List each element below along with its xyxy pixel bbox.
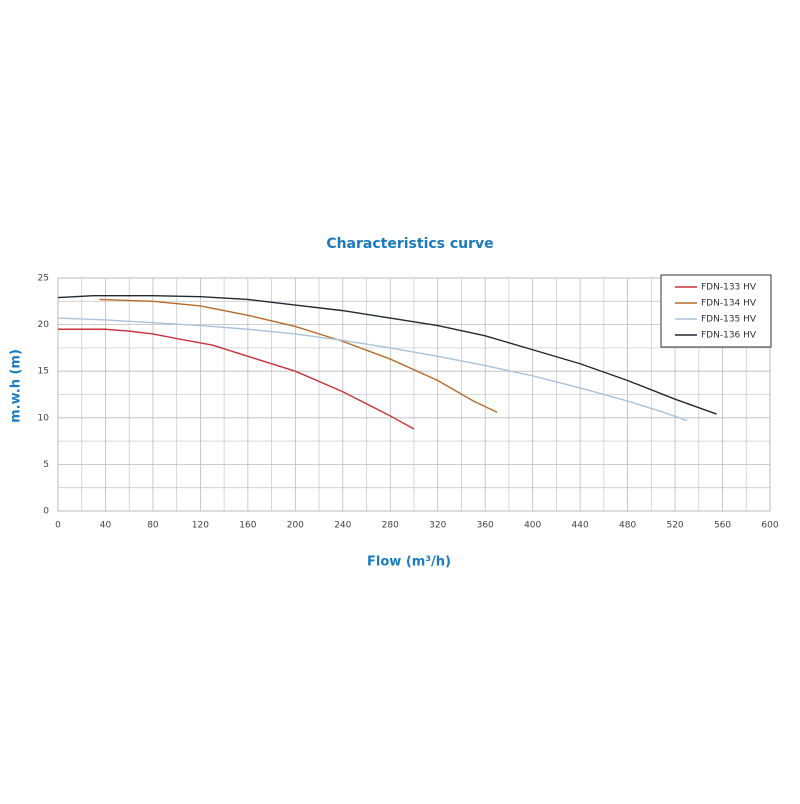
y-tick-label: 15 bbox=[38, 367, 49, 377]
series-line bbox=[57, 317, 688, 422]
x-tick-label: 0 bbox=[55, 521, 61, 531]
x-tick-label: 400 bbox=[524, 521, 541, 531]
x-tick-label: 600 bbox=[761, 521, 778, 531]
x-tick-label: 520 bbox=[666, 521, 683, 531]
y-tick-label: 5 bbox=[43, 460, 49, 470]
x-tick-label: 360 bbox=[477, 521, 494, 531]
x-tick-label: 240 bbox=[334, 521, 351, 531]
legend-label: FDN-136 HV bbox=[701, 331, 757, 341]
series-line bbox=[58, 328, 415, 430]
x-tick-label: 320 bbox=[429, 521, 446, 531]
x-tick-label: 120 bbox=[192, 521, 209, 531]
y-tick-label: 25 bbox=[38, 274, 49, 284]
x-tick-label: 560 bbox=[714, 521, 731, 531]
x-tick-label: 200 bbox=[287, 521, 304, 531]
y-tick-label: 10 bbox=[38, 413, 50, 423]
x-axis-label: Flow (m³/h) bbox=[367, 555, 451, 570]
series-line bbox=[99, 298, 498, 413]
legend-label: FDN-134 HV bbox=[701, 299, 757, 309]
legend-label: FDN-133 HV bbox=[701, 283, 757, 293]
x-tick-label: 280 bbox=[382, 521, 399, 531]
series-line bbox=[57, 295, 717, 415]
y-tick-label: 0 bbox=[43, 507, 49, 517]
x-tick-label: 480 bbox=[619, 521, 636, 531]
chart-title: Characteristics curve bbox=[326, 236, 493, 252]
y-tick-label: 20 bbox=[38, 320, 50, 330]
x-tick-label: 160 bbox=[239, 521, 256, 531]
x-tick-label: 80 bbox=[147, 521, 159, 531]
legend-label: FDN-135 HV bbox=[701, 315, 757, 325]
y-axis-label: m.w.h (m) bbox=[9, 349, 24, 423]
x-tick-label: 440 bbox=[572, 521, 589, 531]
x-tick-label: 40 bbox=[100, 521, 112, 531]
